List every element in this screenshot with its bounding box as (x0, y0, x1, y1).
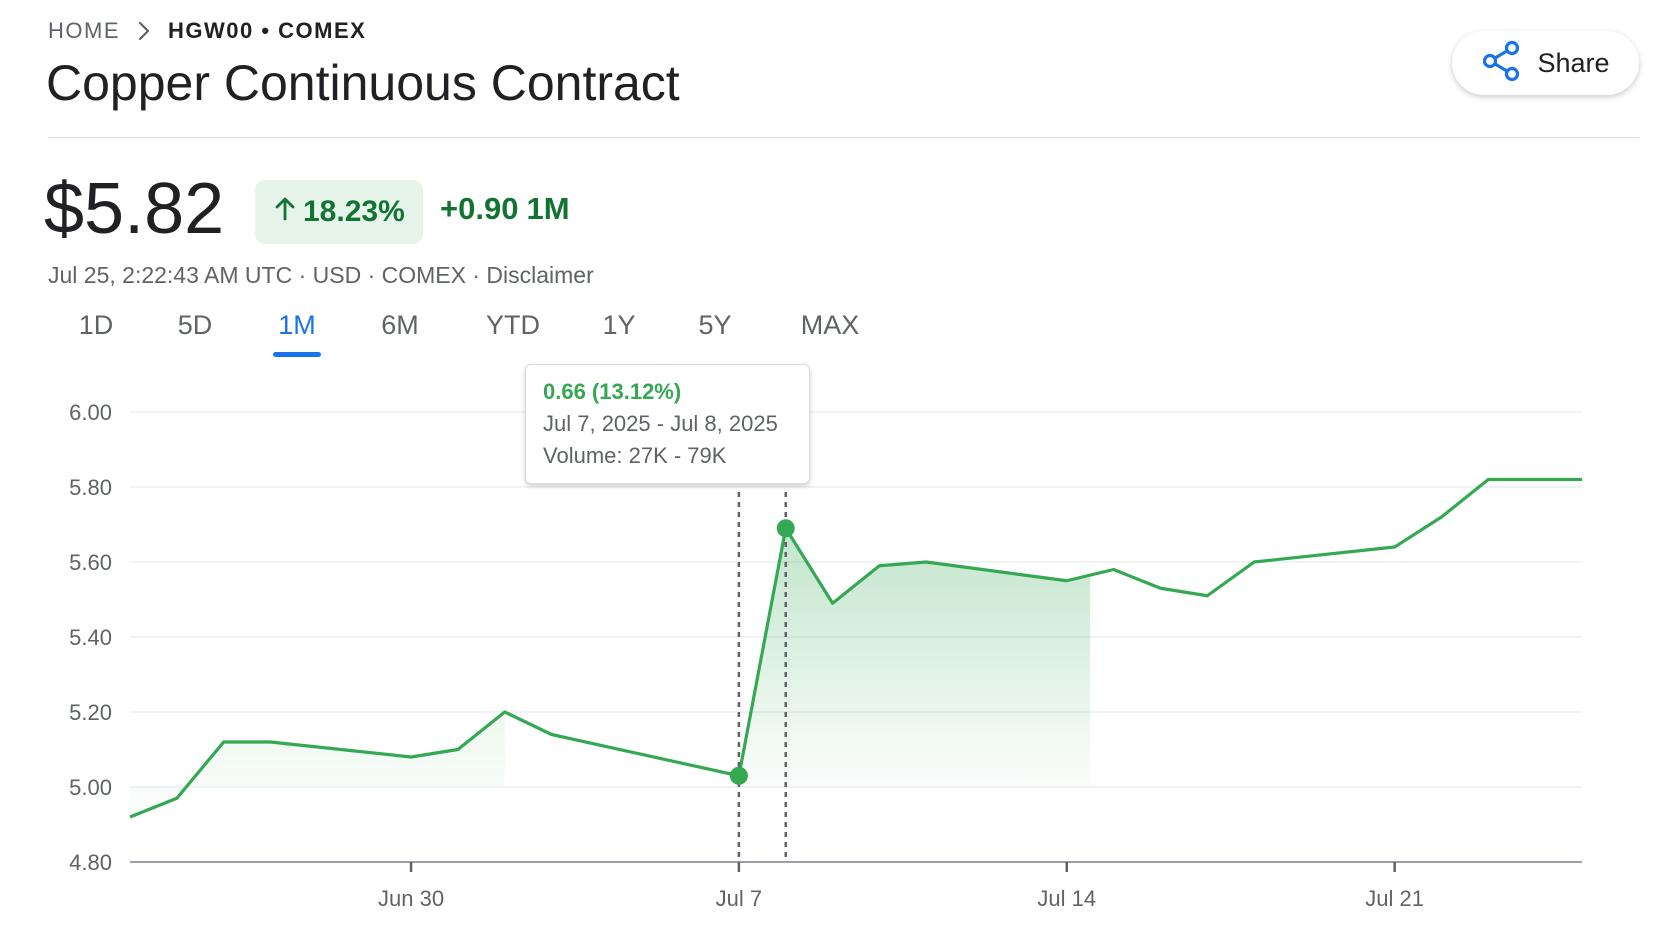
tab-1y[interactable]: 1Y (602, 310, 636, 340)
y-tick-label: 6.00 (69, 400, 112, 425)
y-tick-label: 5.40 (69, 625, 112, 650)
chevron-right-icon (132, 19, 156, 43)
tab-6m[interactable]: 6M (381, 310, 419, 340)
current-price: $5.82 (44, 169, 225, 249)
share-button[interactable]: Share (1452, 31, 1639, 95)
breadcrumb-home-link[interactable]: HOME (48, 18, 120, 43)
percent-change-badge: 18.23% (255, 180, 423, 244)
price-chart[interactable]: 4.80 5.00 5.20 5.40 5.60 5.80 6.00 Jun 30 Jul 7 J… (0, 360, 1670, 930)
selection-tooltip: 0.66 (13.12%) Jul 7, 2025 - Jul 8, 2025 … (525, 364, 810, 484)
y-tick-label: 5.20 (69, 700, 112, 725)
tab-max[interactable]: MAX (800, 310, 860, 340)
selection-end-point (776, 519, 795, 538)
share-label: Share (1537, 47, 1610, 78)
change-value: +0.90 (440, 191, 519, 226)
price-line (129, 477, 1582, 819)
active-tab-indicator (273, 352, 321, 357)
y-tick-label: 5.80 (69, 475, 112, 500)
header-divider (48, 137, 1639, 138)
change-period: 1M (526, 191, 570, 226)
tab-1d[interactable]: 1D (78, 310, 114, 340)
y-tick-label: 4.80 (69, 850, 112, 875)
tooltip-change: 0.66 (13.12%) (543, 379, 682, 404)
tab-ytd[interactable]: YTD (486, 310, 540, 340)
selection-start-point (729, 766, 748, 785)
absolute-change: +0.90 1M (440, 191, 570, 227)
x-tick-label: Jul 7 (716, 886, 762, 911)
percent-change-value: 18.23% (303, 195, 405, 228)
arrow-up-icon (273, 194, 297, 230)
x-tick-label: Jun 30 (378, 886, 444, 911)
breadcrumb-current: HGW00 • COMEX (168, 18, 367, 43)
tab-5d[interactable]: 5D (177, 310, 213, 340)
tab-5y[interactable]: 5Y (698, 310, 732, 340)
quote-meta: Jul 25, 2:22:43 AM UTC · USD · COMEX · D… (48, 262, 594, 288)
breadcrumb: HOME HGW00 • COMEX (48, 16, 366, 46)
y-tick-label: 5.00 (69, 775, 112, 800)
y-tick-label: 5.60 (69, 550, 112, 575)
tooltip-date-range: Jul 7, 2025 - Jul 8, 2025 (543, 411, 778, 436)
tab-1m[interactable]: 1M (278, 310, 316, 340)
x-tick-label: Jul 14 (1037, 886, 1096, 911)
share-icon (1481, 40, 1521, 87)
page-title: Copper Continuous Contract (46, 55, 680, 111)
selection-area-fill (738, 528, 1091, 787)
x-tick-label: Jul 21 (1365, 886, 1424, 911)
tooltip-volume: Volume: 27K - 79K (543, 443, 727, 468)
pre-area-fill (130, 712, 505, 817)
